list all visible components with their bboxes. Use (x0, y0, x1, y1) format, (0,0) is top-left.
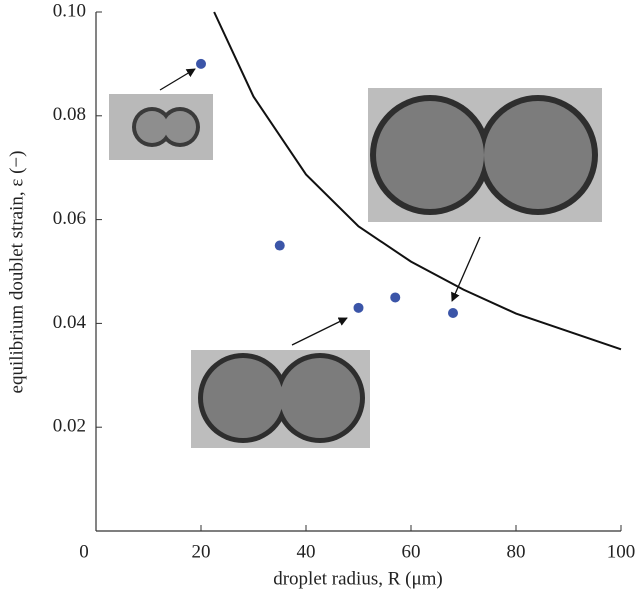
y-tick-label: 0.04 (53, 312, 87, 333)
inset-large (368, 88, 602, 222)
y-axis-label: equilibrium doublet strain, ε (−) (6, 151, 27, 394)
y-tick-label: 0.06 (53, 208, 86, 229)
arrow (291, 317, 348, 346)
y-tick-label: 0.08 (53, 104, 86, 125)
point (196, 58, 206, 69)
y-tick-label: 0.10 (53, 0, 86, 21)
inset-small (109, 94, 213, 160)
point (274, 240, 285, 251)
point (353, 302, 364, 313)
arrow (451, 236, 481, 302)
point (448, 308, 458, 319)
x-tick-label: 60 (402, 541, 421, 562)
x-tick-label: 40 (297, 541, 316, 562)
inset-medium (191, 350, 370, 448)
arrow (159, 68, 196, 91)
curve (213, 11, 622, 351)
y-tick-label: 0.02 (53, 416, 86, 437)
point (390, 292, 401, 303)
x-axis-label: droplet radius, R (μm) (273, 568, 443, 589)
x-tick-label: 0 (79, 541, 89, 562)
x-tick-label: 100 (607, 541, 636, 562)
x-tick-label: 80 (507, 541, 526, 562)
x-tick-label: 20 (192, 541, 211, 562)
